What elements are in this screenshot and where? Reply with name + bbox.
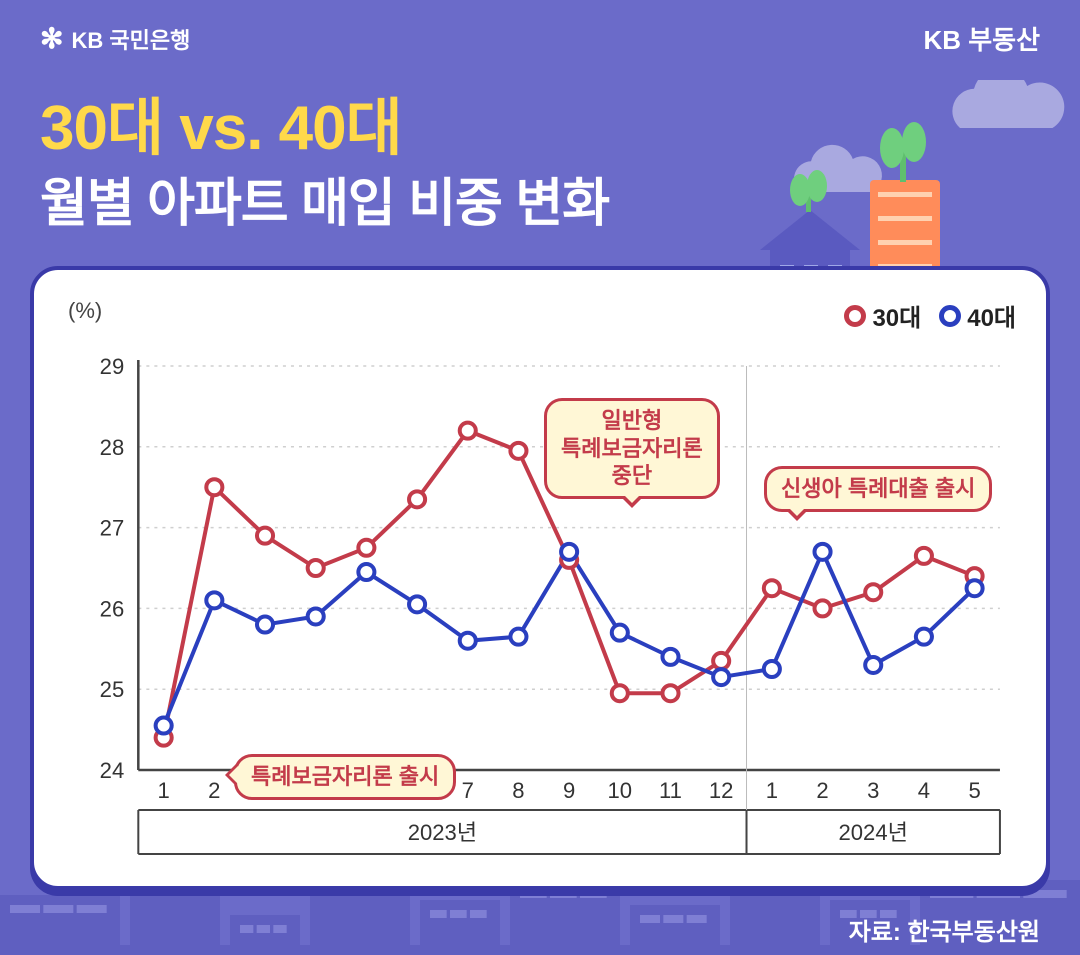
svg-text:24: 24 xyxy=(100,758,125,783)
svg-text:8: 8 xyxy=(512,778,524,803)
svg-text:26: 26 xyxy=(100,596,125,621)
logo-right: KB 부동산 xyxy=(923,20,1040,57)
callout-tail-icon xyxy=(213,763,237,787)
callout-c3: 신생아 특례대출 출시 xyxy=(764,466,992,512)
footer-source: 자료: 한국부동산원 xyxy=(0,890,1080,947)
header: ✻ KB 국민은행 KB 부동산 xyxy=(0,0,1080,67)
svg-text:28: 28 xyxy=(100,435,125,460)
chart-box: (%) 30대40대 24252627282912345678910111212… xyxy=(30,266,1050,890)
svg-text:4: 4 xyxy=(918,778,930,803)
svg-text:2: 2 xyxy=(816,778,828,803)
svg-text:25: 25 xyxy=(100,677,125,702)
svg-text:5: 5 xyxy=(968,778,980,803)
svg-text:1: 1 xyxy=(158,778,170,803)
callout-tail-icon xyxy=(785,509,809,533)
svg-text:10: 10 xyxy=(608,778,633,803)
logo-star-icon: ✻ xyxy=(40,22,63,55)
svg-text:9: 9 xyxy=(563,778,575,803)
svg-text:29: 29 xyxy=(100,354,125,379)
chart-svg: 242526272829123456789101112123452023년202… xyxy=(64,328,1016,858)
svg-text:11: 11 xyxy=(659,778,682,803)
callout-c1: 특례보금자리론 출시 xyxy=(234,754,456,800)
callout-c2: 일반형특례보금자리론중단 xyxy=(544,398,720,499)
svg-text:1: 1 xyxy=(766,778,778,803)
svg-text:2024년: 2024년 xyxy=(839,820,908,845)
svg-text:2023년: 2023년 xyxy=(408,820,477,845)
logo-left: ✻ KB 국민은행 xyxy=(40,22,190,55)
callout-tail-icon xyxy=(620,496,644,520)
svg-text:12: 12 xyxy=(709,778,734,803)
svg-text:7: 7 xyxy=(462,778,474,803)
logo-left-text: KB 국민은행 xyxy=(71,23,190,55)
svg-text:3: 3 xyxy=(867,778,879,803)
chart-area: 242526272829123456789101112123452023년202… xyxy=(64,328,1016,858)
svg-text:27: 27 xyxy=(100,516,125,541)
legend-marker-icon xyxy=(939,305,961,327)
legend-marker-icon xyxy=(844,305,866,327)
